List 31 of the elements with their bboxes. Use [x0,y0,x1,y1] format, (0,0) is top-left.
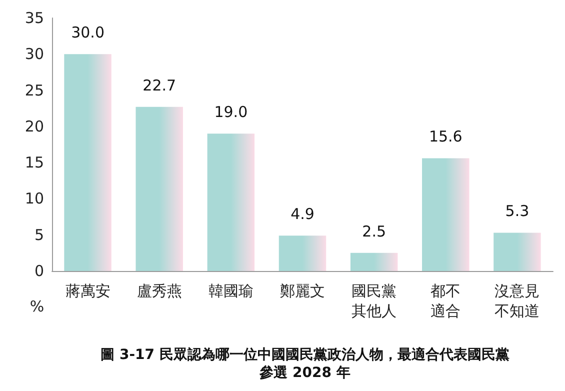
x-tick-label: 盧秀燕 [136,282,182,300]
data-label: 4.9 [290,205,314,224]
x-tick-label: 鄭麗文 [280,282,325,300]
y-tick-label: 0 [34,262,44,280]
bar [350,252,398,271]
x-tick-label: 韓國瑜 [208,282,254,300]
x-tick-label: 都不適合 [430,282,461,320]
y-tick-label: 30 [24,45,44,64]
bar [422,158,470,271]
bar [64,54,112,271]
data-label: 2.5 [362,222,386,240]
bar [136,106,183,271]
x-tick-label: 國民黨其他人 [352,282,397,320]
data-label: 5.3 [505,202,530,220]
bar [278,236,326,271]
y-tick-label: 15 [24,154,44,172]
text: 圖 3-17 民眾認為哪一位中國國民黨政治人物，最適合代表國民黨參選 2028 年 [100,346,510,381]
y-axis-title: % [30,298,44,316]
y-tick-label: 35 [24,9,44,27]
data-label: 19.0 [214,103,248,122]
y-tick-label: 20 [24,117,44,136]
data-label: 22.7 [142,76,176,94]
x-tick-label: 蔣萬安 [65,282,110,300]
data-label: 30.0 [71,24,104,42]
y-tick-label: 10 [24,190,44,208]
y-tick-label: 25 [24,81,44,100]
bar [494,232,541,271]
x-tick-label: 沒意見不知道 [494,282,540,320]
bar [207,134,255,271]
y-tick-label: 5 [34,226,44,244]
data-label: 15.6 [428,128,462,146]
